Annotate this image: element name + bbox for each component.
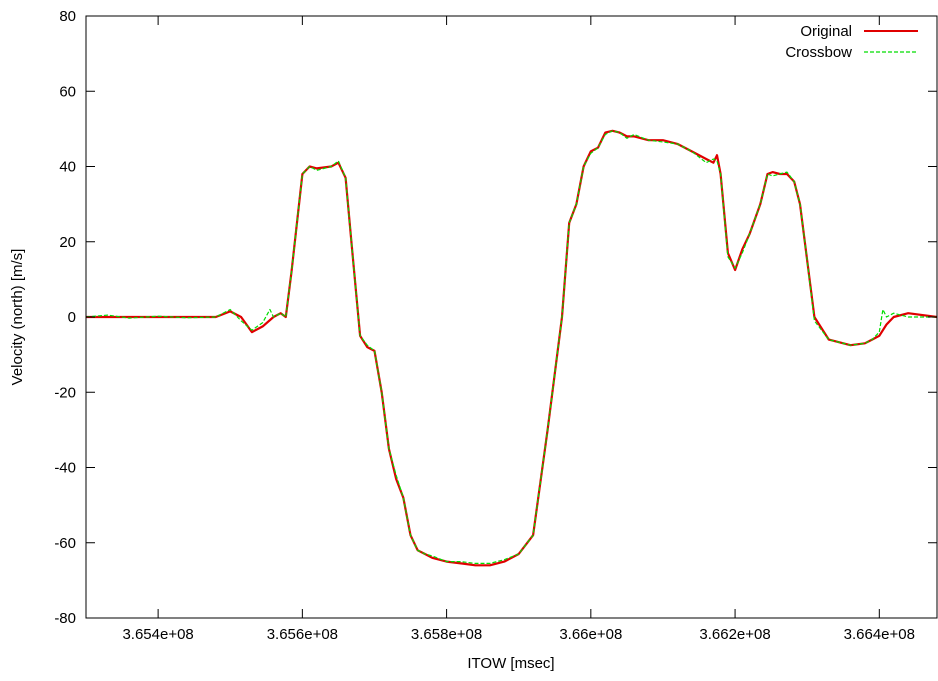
y-tick-label: -60 xyxy=(54,535,76,552)
x-tick-label: 3.66e+08 xyxy=(559,626,622,643)
legend-label-crossbow: Crossbow xyxy=(785,44,852,61)
y-tick-label: 40 xyxy=(59,159,76,176)
series-line-original xyxy=(86,129,938,567)
series-layer xyxy=(85,129,938,567)
x-ticks: 3.654e+08 3.656e+08 3.658e+08 3.66e+08 3.662… xyxy=(122,16,915,643)
x-tick-label: 3.658e+08 xyxy=(411,626,482,643)
y-axis-label: Velocity (north) [m/s] xyxy=(9,249,26,386)
y-tick-label: 0 xyxy=(68,309,76,326)
y-tick-label: -40 xyxy=(54,460,76,477)
x-tick-label: 3.656e+08 xyxy=(267,626,338,643)
y-tick-label: 60 xyxy=(59,83,76,100)
legend-label-original: Original xyxy=(800,23,852,40)
legend: Original Crossbow xyxy=(785,23,918,61)
x-tick-label: 3.662e+08 xyxy=(699,626,770,643)
y-ticks: -80 -60 -40 -20 0 20 40 60 80 xyxy=(54,8,937,627)
y-tick-label: -80 xyxy=(54,610,76,627)
x-axis-label: ITOW [msec] xyxy=(467,655,554,672)
y-tick-label: -20 xyxy=(54,384,76,401)
x-tick-label: 3.664e+08 xyxy=(844,626,915,643)
y-tick-label: 80 xyxy=(59,8,76,25)
x-tick-label: 3.654e+08 xyxy=(122,626,193,643)
series-line-crossbow xyxy=(85,130,937,564)
y-tick-label: 20 xyxy=(59,234,76,251)
